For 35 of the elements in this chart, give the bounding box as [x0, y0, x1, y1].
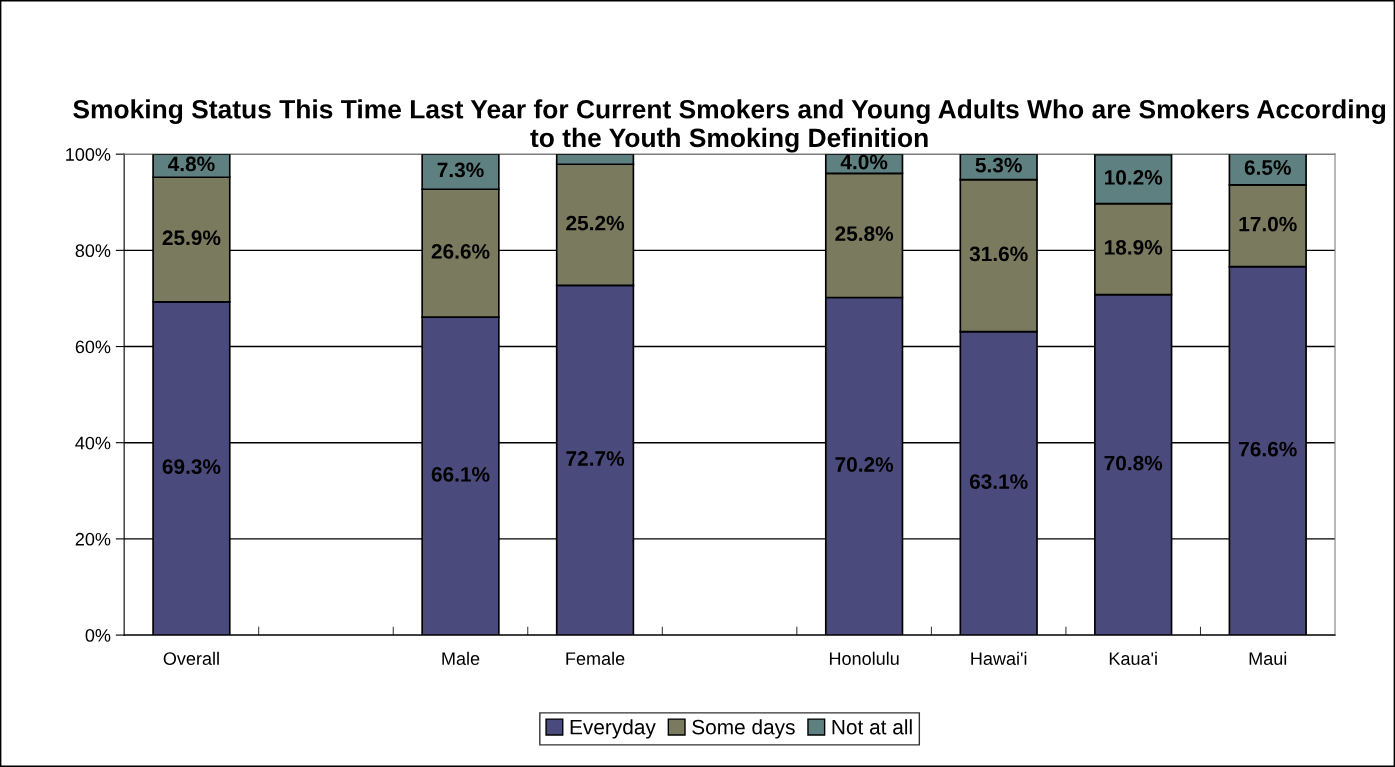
data-label: 70.2%	[835, 457, 894, 472]
data-label: 5.3%	[975, 157, 1022, 173]
data-label: 25.8%	[835, 226, 894, 242]
x-tick-label: Female	[566, 651, 625, 666]
data-label: 25.9%	[162, 230, 221, 246]
data-label: 17.0%	[1239, 216, 1297, 232]
y-tick-label: 0%	[85, 629, 111, 642]
data-label: 70.8%	[1104, 455, 1163, 471]
y-tick-label: 80%	[75, 244, 111, 258]
legend-label: Everyday	[570, 719, 656, 739]
x-tick-label: Overall	[163, 651, 219, 666]
data-label: 18.9%	[1104, 239, 1163, 255]
x-tick-label: Kaua'i	[1109, 651, 1157, 666]
x-tick-label: Male	[442, 651, 480, 666]
data-label: 26.6%	[431, 244, 490, 259]
legend-label: Some days	[692, 719, 795, 739]
data-label: 25.2%	[566, 215, 625, 231]
data-label: 63.1%	[969, 474, 1028, 489]
data-label: 72.7%	[566, 451, 625, 466]
data-label: 69.3%	[162, 459, 221, 475]
y-tick-label: 40%	[75, 436, 111, 450]
y-tick-label: 60%	[75, 340, 111, 354]
legend-label: Not at all	[832, 719, 912, 735]
data-label: 6.5%	[1244, 160, 1291, 175]
data-label: 7.3%	[437, 162, 484, 178]
data-label: 4.8%	[168, 156, 215, 172]
data-label: 66.1%	[431, 466, 490, 482]
data-label: 10.2%	[1104, 170, 1163, 185]
y-tick-label: 20%	[75, 532, 111, 546]
x-tick-label: Hawai'i	[971, 651, 1027, 666]
data-label: 4.0%	[840, 154, 888, 170]
data-label: 76.6%	[1239, 441, 1297, 457]
x-tick-label: Honolulu	[829, 651, 899, 666]
data-label: 31.6%	[969, 246, 1028, 262]
x-tick-label: Maui	[1249, 651, 1287, 666]
